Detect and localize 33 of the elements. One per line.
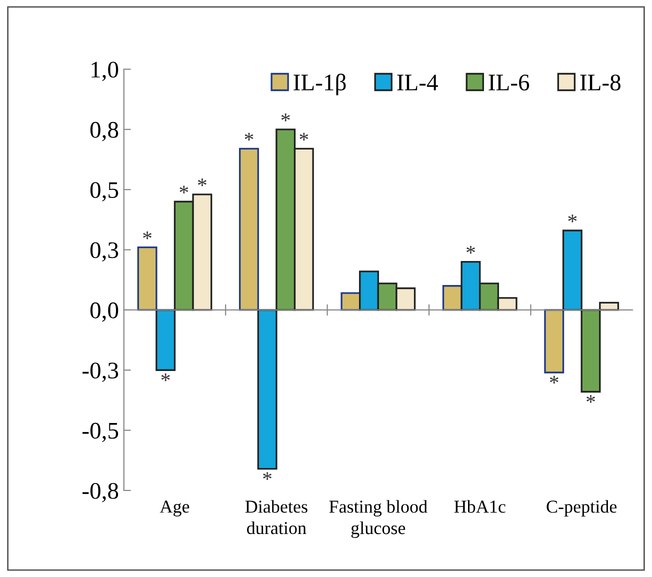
y-tick-label: 0,5 — [90, 182, 118, 202]
data-label: * — [263, 472, 272, 480]
y-tick-label: -0,3 — [82, 362, 118, 382]
y-tick-label: 0,8 — [90, 122, 118, 142]
bar — [238, 148, 259, 311]
x-tick-label: C-peptide — [546, 500, 617, 516]
y-tick-label: 0,0 — [90, 302, 118, 322]
data-label: * — [586, 395, 595, 403]
data-label: * — [466, 246, 475, 254]
legend-label: IL-4 — [397, 74, 438, 90]
data-label: * — [281, 114, 290, 122]
x-tick-label: Fasting blood glucose — [329, 500, 428, 538]
bar — [137, 246, 158, 311]
bar — [340, 292, 361, 311]
data-label: * — [198, 178, 206, 186]
data-label: * — [143, 232, 152, 240]
data-label: * — [568, 214, 577, 222]
x-tick-label: HbA1c — [454, 500, 506, 513]
bar — [544, 309, 564, 374]
data-label: * — [180, 186, 188, 194]
data-label: * — [244, 132, 254, 140]
x-tick-label: Age — [160, 500, 190, 516]
legend-label: IL-1β — [294, 74, 346, 96]
legend-label: IL-8 — [580, 74, 620, 90]
data-label: * — [300, 132, 308, 140]
data-label: * — [550, 376, 558, 384]
y-tick-label: 0,3 — [90, 242, 118, 262]
y-tick-label: 1,0 — [92, 62, 118, 82]
y-tick-label: -0,5 — [82, 422, 118, 442]
legend-label: IL-6 — [488, 74, 530, 90]
y-tick-label: -0,8 — [82, 482, 118, 502]
x-tick-label: Diabetes duration — [245, 500, 308, 534]
data-label: * — [161, 374, 170, 382]
